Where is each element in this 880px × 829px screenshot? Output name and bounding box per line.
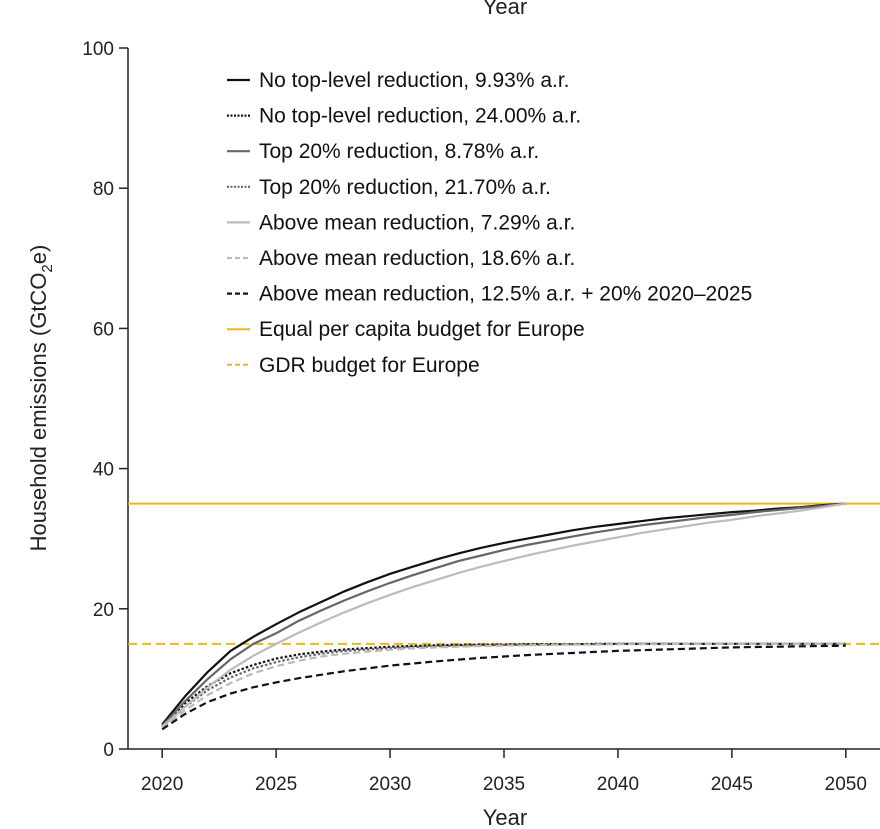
series-line — [161, 644, 846, 731]
series-lines — [161, 502, 846, 731]
x-tick-label: 2050 — [825, 774, 867, 795]
x-axis-title: Year — [483, 805, 527, 829]
x-tick-label: 2020 — [141, 774, 183, 795]
legend-label: Equal per capita budget for Europe — [259, 318, 585, 341]
y-tick-label: 80 — [93, 179, 114, 200]
reference-lines — [128, 502, 880, 645]
legend-label: Above mean reduction, 7.29% a.r. — [259, 211, 575, 234]
legend-label: No top-level reduction, 24.00% a.r. — [259, 105, 581, 128]
y-tick-label: 100 — [82, 39, 114, 60]
series-line — [161, 642, 846, 729]
top-year-label: Year — [483, 0, 527, 19]
y-axis-title: Household emissions (GtCO2e) — [26, 245, 56, 552]
y-tick-label: 60 — [93, 319, 114, 340]
y-tick-label: 20 — [93, 600, 114, 621]
x-tick-label: 2035 — [483, 774, 525, 795]
y-tick-label: 40 — [93, 460, 114, 481]
y-axis-title-main: Household emissions (GtCO — [26, 273, 51, 552]
y-axis-title-end: e) — [26, 245, 51, 265]
legend-label: No top-level reduction, 9.93% a.r. — [259, 69, 570, 92]
x-ticks: 2020 2025 2030 2035 2040 2045 2050 — [141, 749, 867, 795]
series-line — [161, 502, 846, 728]
legend-label: Top 20% reduction, 21.70% a.r. — [259, 176, 551, 199]
legend-label: Top 20% reduction, 8.78% a.r. — [259, 140, 539, 163]
legend-label: Above mean reduction, 12.5% a.r. + 20% 2… — [259, 283, 752, 306]
y-ticks: 0 20 40 60 80 100 — [82, 39, 128, 761]
x-tick-label: 2040 — [597, 774, 639, 795]
y-tick-label: 0 — [103, 740, 114, 761]
series-line — [161, 502, 846, 727]
x-tick-label: 2045 — [711, 774, 753, 795]
x-tick-label: 2030 — [369, 774, 411, 795]
legend-label: GDR budget for Europe — [259, 354, 480, 377]
x-tick-label: 2025 — [255, 774, 297, 795]
legend-label: Above mean reduction, 18.6% a.r. — [259, 247, 575, 270]
legend: No top-level reduction, 9.93% a.r. No top… — [227, 69, 752, 377]
y-axis-title-subscript: 2 — [39, 264, 56, 272]
series-line — [161, 502, 846, 726]
